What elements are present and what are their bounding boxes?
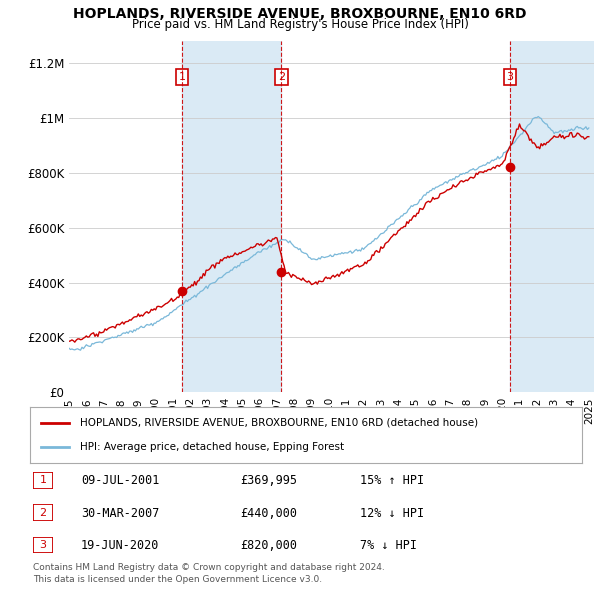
Text: 09-JUL-2001: 09-JUL-2001 — [81, 474, 160, 487]
Text: £369,995: £369,995 — [240, 474, 297, 487]
Text: 1: 1 — [40, 476, 46, 485]
Text: 12% ↓ HPI: 12% ↓ HPI — [360, 507, 424, 520]
Text: 15% ↑ HPI: 15% ↑ HPI — [360, 474, 424, 487]
Bar — [182, 41, 281, 392]
Text: £440,000: £440,000 — [240, 507, 297, 520]
Text: 2: 2 — [40, 508, 46, 517]
Text: 1: 1 — [178, 72, 185, 82]
Text: 3: 3 — [40, 540, 46, 550]
Bar — [510, 41, 598, 392]
Text: 3: 3 — [506, 72, 514, 82]
Text: 7% ↓ HPI: 7% ↓ HPI — [360, 539, 417, 552]
Text: This data is licensed under the Open Government Licence v3.0.: This data is licensed under the Open Gov… — [33, 575, 322, 584]
Text: £820,000: £820,000 — [240, 539, 297, 552]
Text: 2: 2 — [278, 72, 285, 82]
Text: HOPLANDS, RIVERSIDE AVENUE, BROXBOURNE, EN10 6RD (detached house): HOPLANDS, RIVERSIDE AVENUE, BROXBOURNE, … — [80, 418, 478, 428]
Text: Price paid vs. HM Land Registry's House Price Index (HPI): Price paid vs. HM Land Registry's House … — [131, 18, 469, 31]
Text: HPI: Average price, detached house, Epping Forest: HPI: Average price, detached house, Eppi… — [80, 442, 344, 453]
Text: 30-MAR-2007: 30-MAR-2007 — [81, 507, 160, 520]
Text: Contains HM Land Registry data © Crown copyright and database right 2024.: Contains HM Land Registry data © Crown c… — [33, 563, 385, 572]
Text: HOPLANDS, RIVERSIDE AVENUE, BROXBOURNE, EN10 6RD: HOPLANDS, RIVERSIDE AVENUE, BROXBOURNE, … — [73, 7, 527, 21]
Text: 19-JUN-2020: 19-JUN-2020 — [81, 539, 160, 552]
